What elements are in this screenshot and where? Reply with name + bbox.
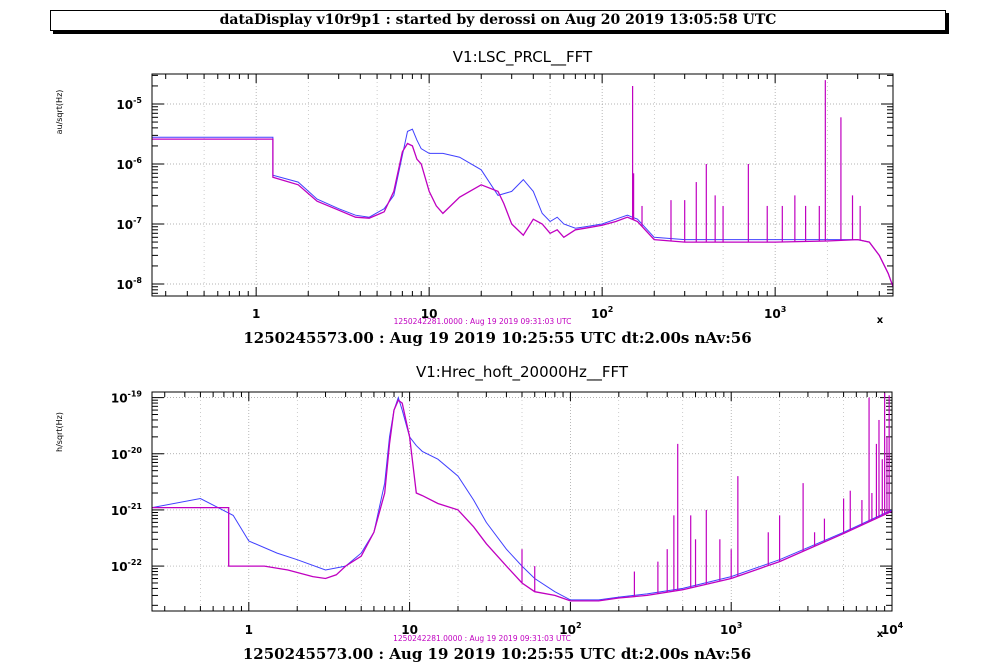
chart-panel-1: V1:LSC_PRCL__FFT au/sqrt(Hz) 10-5 10-6 10-7 1…	[55, 48, 894, 347]
x-tick-label: 10	[401, 623, 418, 637]
y-tick-label: 10-8	[116, 276, 142, 292]
y-tick-label: 10-6	[116, 156, 142, 172]
series-line-blue	[152, 395, 892, 601]
axis-ticks	[152, 74, 893, 296]
chart-title: V1:Hrec_hoft_20000Hz__FFT	[416, 363, 629, 382]
plot-frame	[151, 391, 893, 612]
y-axis-label: au/sqrt(Hz)	[55, 90, 64, 135]
series-line-magenta	[152, 399, 892, 602]
y-tick-label: 10-7	[116, 216, 142, 232]
header-text: dataDisplay v10r9p1 : started by derossi…	[219, 12, 777, 28]
x-tick-label: 104	[881, 621, 904, 637]
series-group	[152, 80, 893, 287]
x-tick-label: 103	[720, 621, 742, 637]
chart-panel-2: V1:Hrec_hoft_20000Hz__FFT h/sqrt(Hz) 10-19…	[55, 363, 904, 663]
y-tick-label: 10-20	[111, 446, 143, 462]
y-axis-label: h/sqrt(Hz)	[55, 412, 64, 452]
y-tick-label: 10-19	[111, 390, 143, 406]
x-axis-clipped-label: x	[877, 629, 884, 640]
spectral-lines	[521, 393, 890, 597]
grid-lines	[152, 74, 893, 296]
plot-frame	[151, 73, 894, 297]
chart-footer: 1250245573.00 : Aug 19 2019 10:25:55 UTC…	[243, 645, 751, 663]
reference-timestamp: 1250242281.0000 : Aug 19 2019 09:31:03 U…	[394, 317, 572, 326]
grid-minor-lines	[200, 392, 844, 611]
x-tick-label: 10	[421, 307, 438, 321]
series-group	[152, 393, 892, 602]
header-banner: dataDisplay v10r9p1 : started by derossi…	[50, 10, 946, 31]
chart-title: V1:LSC_PRCL__FFT	[453, 48, 593, 67]
reference-timestamp: 1250242281.0000 : Aug 19 2019 09:31:03 U…	[393, 634, 571, 643]
spectral-lines	[632, 80, 861, 243]
x-tick-label: 103	[764, 305, 786, 321]
chart-footer: 1250245573.00 : Aug 19 2019 10:25:55 UTC…	[243, 329, 751, 347]
x-tick-label: 102	[591, 305, 613, 321]
x-axis-clipped-label: x	[877, 315, 884, 326]
y-tick-label: 10-21	[111, 502, 143, 518]
x-tick-label: 1	[245, 623, 253, 637]
series-line-magenta	[152, 138, 893, 287]
x-tick-label: 102	[559, 621, 581, 637]
grid-minor-lines	[203, 74, 828, 296]
y-tick-label: 10-5	[116, 96, 142, 112]
y-tick-label: 10-22	[111, 558, 142, 574]
x-tick-label: 1	[252, 307, 260, 321]
